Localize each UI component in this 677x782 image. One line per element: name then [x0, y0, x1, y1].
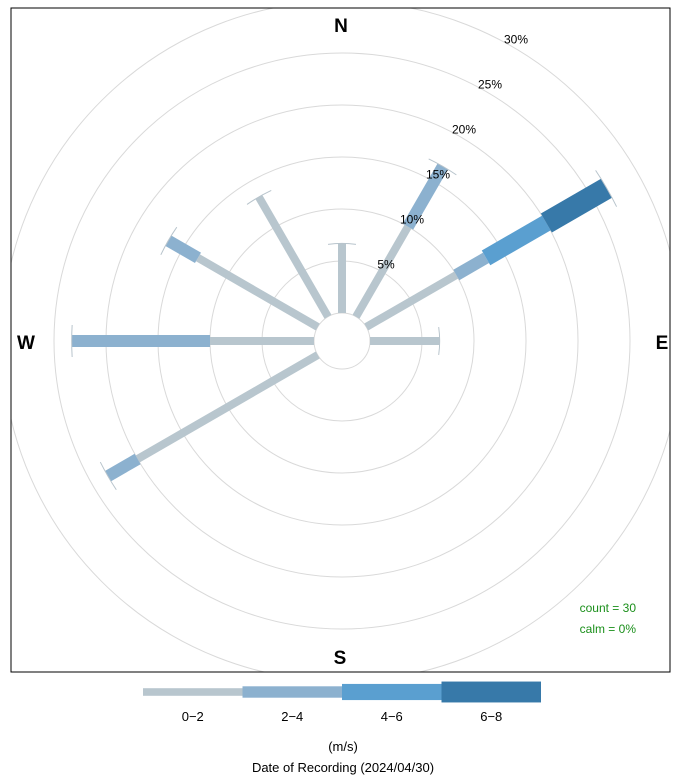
speed-legend: 0−2 2−4 4−6 6−8	[143, 681, 541, 724]
ring-label-5: 5%	[377, 258, 395, 272]
compass-south: S	[334, 648, 347, 669]
petal-330-whisker	[246, 190, 272, 205]
petal-90-whisker	[438, 326, 441, 356]
legend-swatch-2	[342, 683, 442, 701]
count-label: count = 30	[580, 601, 637, 615]
compass-west: W	[17, 333, 35, 354]
ring-25	[53, 52, 631, 630]
petal-60	[364, 170, 618, 331]
petal-60-bin-3	[540, 178, 613, 233]
ring-label-10: 10%	[400, 213, 424, 227]
units-label: (m/s)	[328, 739, 358, 754]
direction-petals	[71, 158, 618, 491]
ring-label-15: 15%	[426, 168, 450, 182]
petal-30	[352, 158, 457, 319]
petal-30-bin-1	[402, 163, 449, 230]
plot-frame	[10, 7, 671, 673]
petal-300-whisker	[160, 226, 178, 256]
petal-300-bin-1	[165, 235, 201, 264]
petal-330	[246, 190, 332, 319]
inner-ring	[313, 312, 371, 370]
petal-270	[71, 324, 314, 358]
petal-60-bin-2	[481, 215, 551, 266]
legend-label-3: 6−8	[480, 709, 502, 724]
legend-swatch-3	[441, 681, 541, 703]
petal-300	[160, 226, 320, 331]
petal-240	[99, 351, 320, 491]
ring-label-20: 20%	[452, 123, 476, 137]
petal-60-whisker	[595, 170, 618, 207]
caption-label: Date of Recording (2024/04/30)	[252, 760, 434, 775]
petal-330-bin-0	[255, 194, 332, 319]
petal-90	[370, 326, 441, 356]
compass-east: E	[656, 333, 669, 354]
petal-30-whisker	[428, 158, 457, 176]
compass-north: N	[334, 16, 348, 37]
petal-60-bin-0	[364, 271, 459, 331]
legend-label-2: 4−6	[381, 709, 403, 724]
petal-240-bin-0	[135, 351, 320, 463]
ring-label-30: 30%	[504, 33, 528, 47]
petal-0	[327, 242, 357, 313]
petal-60-bin-1	[453, 252, 490, 281]
legend-swatch-0	[143, 688, 243, 696]
legend-swatch-1	[242, 686, 342, 698]
petal-300-bin-0	[195, 254, 320, 331]
petal-240-whisker	[99, 461, 117, 491]
petal-0-whisker	[327, 242, 357, 245]
ring-label-25: 25%	[478, 78, 502, 92]
calm-label: calm = 0%	[580, 622, 637, 636]
legend-label-1: 2−4	[281, 709, 303, 724]
ring-labels: 5% 10% 15% 20% 25% 30%	[377, 33, 528, 272]
petal-30-bin-0	[352, 224, 412, 319]
petal-240-bin-1	[104, 453, 141, 482]
legend-label-0: 0−2	[182, 709, 204, 724]
